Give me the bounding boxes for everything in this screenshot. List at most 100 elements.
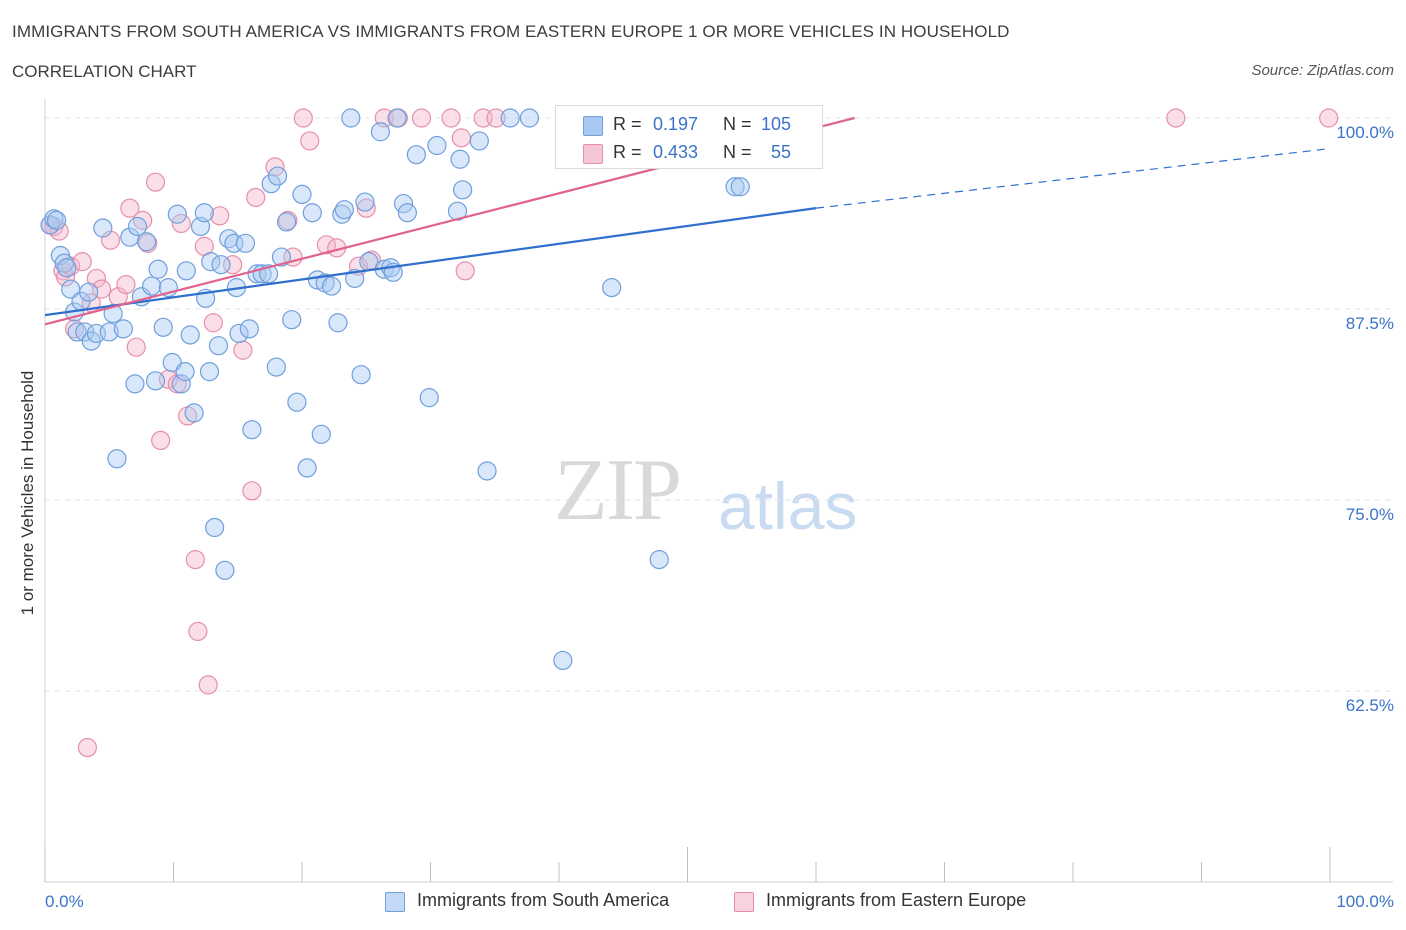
eastern-europe-point: [77, 737, 98, 758]
south-america-point: [215, 560, 235, 580]
eastern-europe-point: [455, 261, 475, 281]
south-america-point: [334, 200, 355, 220]
south-america-point: [145, 371, 166, 391]
eastern-europe-point: [1319, 108, 1339, 128]
eastern-europe-point: [133, 210, 153, 230]
eastern-europe-point: [185, 549, 205, 570]
south-america-point: [171, 374, 191, 394]
legend-r-label: R =: [613, 142, 642, 162]
y-axis-label: 1 or more Vehicles in Household: [18, 370, 37, 616]
south-america-point: [261, 174, 281, 194]
eastern-europe-point: [145, 172, 166, 192]
south-america-point: [242, 420, 262, 440]
legend-swatch-pink: [583, 144, 603, 164]
watermark-atlas: atlas: [718, 469, 858, 543]
south-america-point: [229, 323, 249, 344]
legend-r-value: 0.433: [653, 142, 699, 162]
south-america-point: [370, 122, 390, 142]
legend-n-label: N =: [723, 142, 752, 162]
south-america-point: [387, 108, 407, 128]
south-america-point: [142, 276, 162, 296]
south-america-point: [93, 218, 113, 238]
chart-title: IMMIGRANTS FROM SOUTH AMERICA VS IMMIGRA…: [12, 22, 1010, 41]
south-america-point: [397, 203, 417, 223]
south-america-point: [211, 255, 231, 275]
south-america-point: [355, 192, 375, 212]
south-america-point: [107, 449, 127, 469]
eastern-europe-point: [411, 108, 432, 128]
south-america-point: [67, 322, 87, 342]
eastern-europe-point: [278, 210, 298, 230]
correlation-legend: R = 0.197 N = 105 R = 0.433 N = 55: [555, 105, 823, 169]
chart-subtitle: CORRELATION CHART: [12, 62, 197, 81]
south-america-point: [271, 247, 292, 267]
south-america-point: [406, 145, 426, 165]
eastern-europe-point: [441, 108, 461, 128]
eastern-europe-point: [126, 337, 146, 357]
south-america-point: [351, 365, 371, 385]
south-america-point: [287, 392, 307, 412]
south-america-point: [208, 336, 229, 356]
eastern-europe-point: [356, 198, 376, 218]
south-america-point: [136, 232, 157, 252]
south-america-point: [125, 374, 145, 394]
south-america-point: [180, 325, 200, 345]
eastern-europe-point: [300, 131, 320, 151]
south-america-trend-line: [44, 207, 817, 317]
eastern-europe-point: [246, 187, 266, 208]
y-tick-label: 100.0%: [1336, 123, 1394, 142]
south-america-point: [469, 131, 489, 151]
south-america-point: [450, 149, 470, 169]
south-america-point: [175, 362, 195, 382]
legend-n-value: 105: [761, 114, 792, 134]
south-america-point: [341, 108, 361, 128]
eastern-europe-point: [120, 198, 140, 218]
y-tick-label: 87.5%: [1345, 314, 1394, 333]
south-america-point: [602, 278, 622, 298]
eastern-europe-point: [203, 313, 223, 333]
south-america-point: [79, 282, 99, 302]
south-america-point: [148, 259, 168, 279]
south-america-point: [453, 180, 473, 200]
south-america-point: [519, 108, 540, 128]
eastern-europe-point: [100, 230, 121, 250]
y-tick-label: 62.5%: [1345, 696, 1394, 715]
eastern-europe-point: [242, 481, 262, 501]
south-america-point: [194, 203, 214, 223]
south-america-point: [328, 313, 348, 333]
y-tick-label: 75.0%: [1345, 505, 1394, 524]
eastern-europe-point: [151, 430, 171, 451]
south-america-point: [276, 212, 297, 232]
south-america-point: [311, 424, 331, 444]
south-america-point: [224, 233, 244, 253]
eastern-europe-point: [223, 255, 243, 275]
south-america-point: [199, 362, 220, 382]
legend-swatch-blue: [583, 116, 603, 136]
bottom-legend-label: Immigrants from South America: [417, 890, 670, 910]
south-america-point: [292, 184, 312, 204]
eastern-europe-point: [116, 274, 136, 295]
south-america-point: [184, 403, 204, 423]
south-america-point: [153, 317, 173, 337]
bottom-legend-swatch-pink: [734, 892, 754, 912]
eastern-europe-point: [188, 621, 208, 642]
eastern-europe-point: [486, 108, 506, 128]
eastern-europe-point: [198, 675, 218, 695]
legend-row-south-america: R = 0.197 N = 105: [556, 112, 822, 138]
south-america-point: [46, 210, 67, 230]
south-america-point: [730, 177, 750, 197]
south-america-point: [307, 270, 328, 290]
eastern-europe-point: [210, 206, 230, 226]
south-america-points: [40, 108, 821, 671]
x-tick-label: 100.0%: [1336, 892, 1394, 911]
south-america-point: [176, 261, 196, 281]
south-america-point: [127, 216, 148, 237]
legend-r-value: 0.197: [653, 114, 699, 134]
south-america-point: [427, 135, 447, 156]
bottom-legend-swatch-blue: [385, 892, 405, 912]
eastern-europe-point: [293, 108, 313, 128]
south-america-point: [267, 166, 288, 186]
south-america-point: [302, 203, 322, 223]
south-america-point: [239, 319, 259, 339]
